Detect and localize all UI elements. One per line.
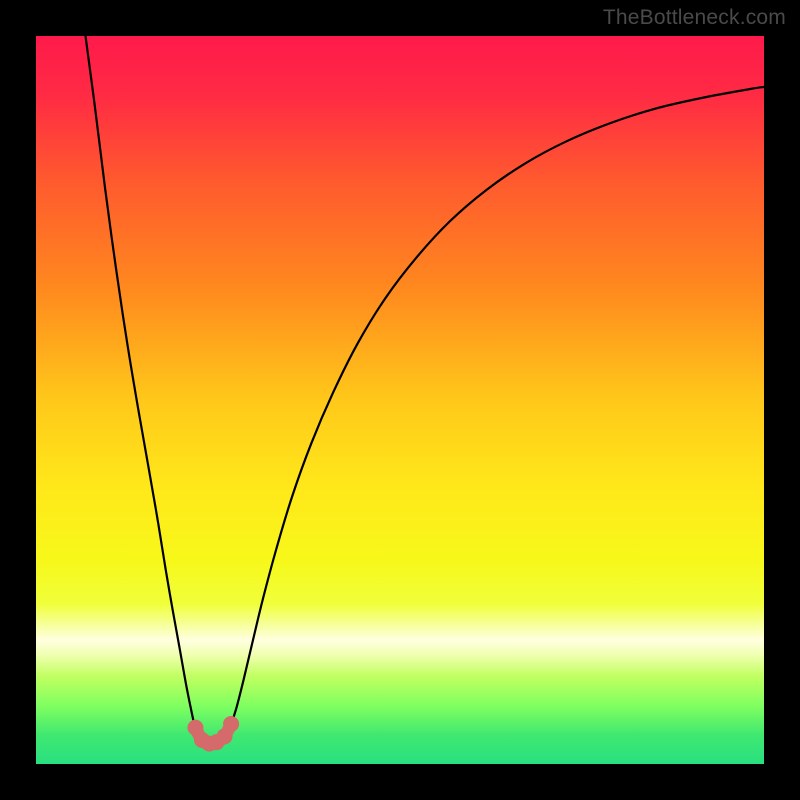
chart-background (36, 36, 764, 764)
chart-frame: TheBottleneck.com (0, 0, 800, 800)
plot-area (36, 36, 764, 764)
plot-svg (36, 36, 764, 764)
watermark-text: TheBottleneck.com (603, 6, 786, 30)
marker-point (223, 716, 239, 732)
